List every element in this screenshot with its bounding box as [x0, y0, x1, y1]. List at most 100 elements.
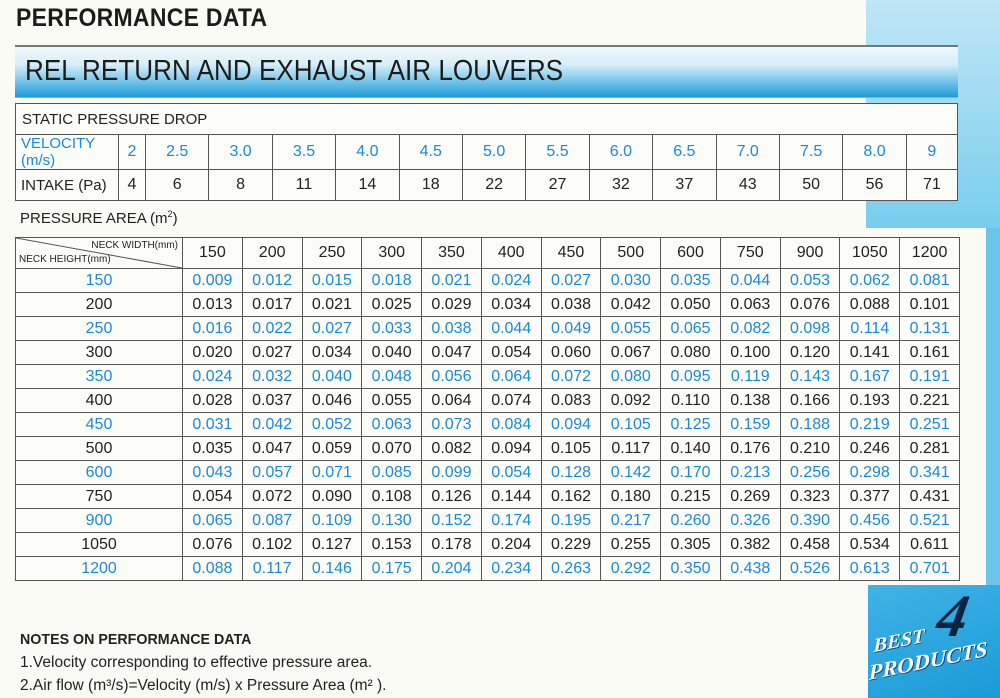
pressure-area-value: 0.022	[241, 316, 303, 341]
pressure-area-value: 0.062	[839, 268, 901, 293]
pressure-area-value: 0.025	[361, 292, 423, 317]
pressure-area-value: 0.024	[480, 268, 542, 293]
pressure-area-value: 0.269	[719, 484, 781, 509]
pressure-area-value: 0.251	[899, 412, 960, 437]
pressure-area-value: 0.071	[301, 460, 363, 485]
pressure-area-value: 0.028	[182, 388, 243, 413]
pressure-area-value: 0.213	[719, 460, 781, 485]
pressure-area-value: 0.234	[480, 556, 542, 581]
table-row: 900 0.065 0.087 0.109 0.130 0.152 0.174 0.195 0.…	[15, 508, 960, 533]
pressure-area-value: 0.458	[779, 532, 841, 557]
pressure-area-value: 0.611	[899, 532, 960, 557]
pressure-area-value: 0.193	[839, 388, 901, 413]
pressure-area-value: 0.094	[540, 412, 602, 437]
side-decor-block	[868, 585, 1000, 698]
pressure-area-value: 0.305	[660, 532, 721, 557]
pressure-area-value: 0.326	[719, 508, 781, 533]
pressure-area-value: 0.082	[719, 316, 781, 341]
neck-width-header: 200	[241, 237, 303, 269]
pressure-area-value: 0.034	[480, 292, 542, 317]
pressure-area-value: 0.109	[301, 508, 363, 533]
pressure-area-value: 0.027	[241, 340, 303, 365]
pressure-area-value: 0.033	[361, 316, 423, 341]
pressure-area-value: 0.048	[361, 364, 423, 389]
pressure-area-value: 0.063	[361, 412, 423, 437]
velocity-value: 5.0	[461, 134, 527, 170]
pressure-area-value: 0.144	[480, 484, 542, 509]
pressure-area-value: 0.082	[421, 436, 482, 461]
pressure-area-value: 0.009	[182, 268, 243, 293]
pressure-area-value: 0.094	[480, 436, 542, 461]
pressure-area-value: 0.038	[540, 292, 602, 317]
pressure-area-value: 0.215	[660, 484, 721, 509]
pressure-area-value: 0.114	[839, 316, 901, 341]
pressure-area-value: 0.298	[839, 460, 901, 485]
pressure-area-value: 0.140	[660, 436, 721, 461]
velocity-value: 3.5	[271, 134, 337, 170]
neck-width-header: 450	[540, 237, 602, 269]
pressure-area-value: 0.034	[301, 340, 363, 365]
neck-width-header: 900	[779, 237, 841, 269]
pressure-area-value: 0.095	[660, 364, 721, 389]
neck-width-header: 300	[361, 237, 423, 269]
pressure-area-value: 0.175	[361, 556, 423, 581]
pressure-area-value: 0.055	[600, 316, 662, 341]
pressure-area-value: 0.064	[480, 364, 542, 389]
pressure-area-value: 0.526	[779, 556, 841, 581]
pressure-area-value: 0.138	[719, 388, 781, 413]
intake-value: 37	[652, 169, 717, 201]
velocity-value: 7.5	[778, 134, 844, 170]
pressure-area-value: 0.217	[600, 508, 662, 533]
pressure-area-value: 0.263	[540, 556, 602, 581]
pressure-area-value: 0.229	[540, 532, 602, 557]
neck-width-header: 400	[480, 237, 542, 269]
intake-value: 18	[398, 169, 463, 201]
page-title: PERFORMANCE DATA	[16, 4, 268, 32]
table-row: 750 0.054 0.072 0.090 0.108 0.126 0.144 0.162 0.…	[15, 484, 960, 509]
pressure-area-value: 0.105	[540, 436, 602, 461]
pressure-area-value: 0.382	[719, 532, 781, 557]
neck-width-header: 750	[719, 237, 781, 269]
note-item: 2.Air flow (m³/s)=Velocity (m/s) x Press…	[20, 677, 387, 694]
pressure-area-value: 0.035	[182, 436, 243, 461]
neck-width-header: 1200	[899, 237, 960, 269]
intake-value: 6	[144, 169, 210, 201]
pressure-area-value: 0.088	[839, 292, 901, 317]
pressure-area-value: 0.099	[421, 460, 482, 485]
pressure-area-value: 0.065	[182, 508, 243, 533]
pressure-area-value: 0.350	[660, 556, 721, 581]
pressure-area-value: 0.056	[421, 364, 482, 389]
pressure-area-value: 0.456	[839, 508, 901, 533]
note-item: 1.Velocity corresponding to effective pr…	[20, 654, 373, 671]
pressure-area-value: 0.127	[301, 532, 363, 557]
pressure-area-value: 0.080	[660, 340, 721, 365]
velocity-value: 2	[118, 134, 146, 170]
neck-height-cell: 750	[15, 484, 183, 509]
pressure-area-value: 0.012	[241, 268, 303, 293]
pressure-area-value: 0.031	[182, 412, 243, 437]
neck-height-cell: 450	[15, 412, 183, 437]
pressure-area-value: 0.110	[660, 388, 721, 413]
intake-label: INTAKE (Pa)	[15, 169, 119, 201]
pressure-area-value: 0.016	[182, 316, 243, 341]
pressure-area-value: 0.020	[182, 340, 243, 365]
pressure-area-value: 0.131	[899, 316, 960, 341]
table-row: 150 0.009 0.012 0.015 0.018 0.021 0.024 0.027 0.…	[15, 268, 960, 293]
pressure-area-value: 0.050	[660, 292, 721, 317]
pressure-area-value: 0.120	[779, 340, 841, 365]
pressure-area-value: 0.281	[899, 436, 960, 461]
pressure-area-value: 0.438	[719, 556, 781, 581]
section-banner: REL RETURN AND EXHAUST AIR LOUVERS	[15, 45, 958, 98]
pressure-area-value: 0.143	[779, 364, 841, 389]
pressure-area-value: 0.117	[241, 556, 303, 581]
velocity-value: 9	[905, 134, 959, 170]
pressure-area-value: 0.029	[421, 292, 482, 317]
pressure-area-value: 0.072	[540, 364, 602, 389]
pressure-area-value: 0.390	[779, 508, 841, 533]
pressure-area-value: 0.076	[182, 532, 243, 557]
intake-value: 11	[271, 169, 337, 201]
pressure-area-value: 0.027	[301, 316, 363, 341]
pressure-area-value: 0.102	[241, 532, 303, 557]
table-row: 250 0.016 0.022 0.027 0.033 0.038 0.044 0.049 0.…	[15, 316, 960, 341]
neck-width-label: NECK WIDTH(mm)	[91, 240, 178, 251]
